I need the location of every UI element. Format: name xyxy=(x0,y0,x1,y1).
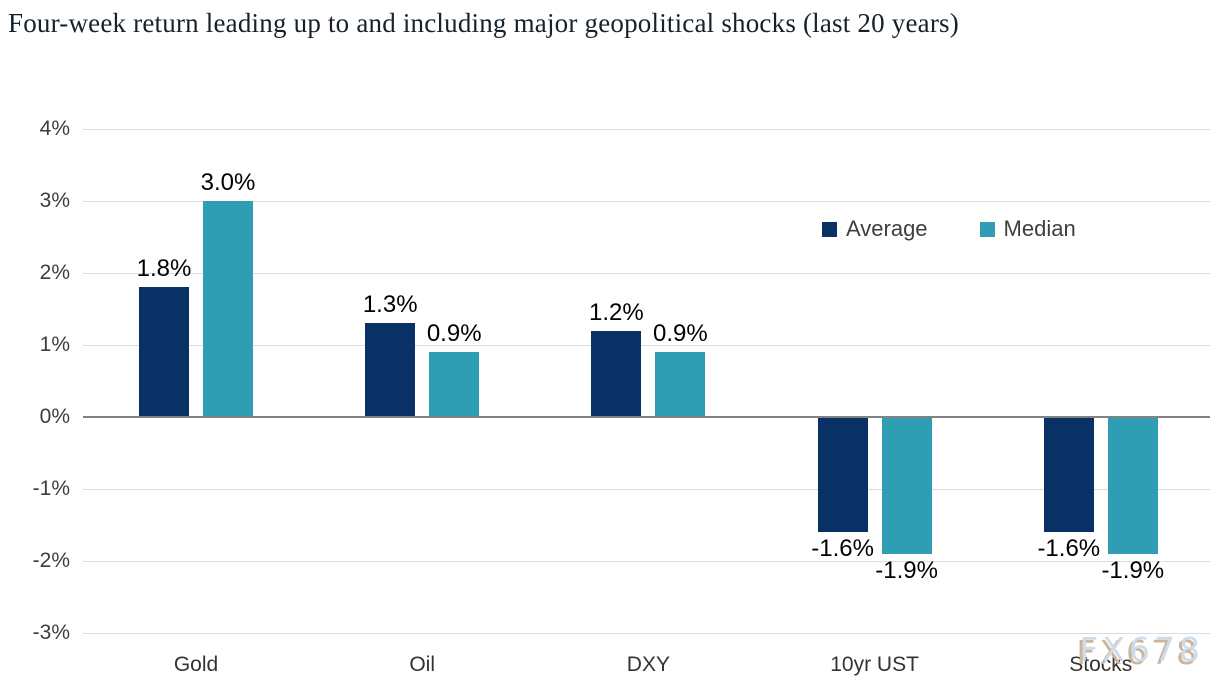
zero-axis-line xyxy=(83,416,1210,418)
legend-item-median: Median xyxy=(979,216,1076,242)
legend: Average Median xyxy=(822,216,1076,242)
chart-title: Four-week return leading up to and inclu… xyxy=(8,8,959,38)
data-label-median-oil: 0.9% xyxy=(426,320,482,348)
gridline xyxy=(83,200,1210,202)
data-label-average-dxy: 1.2% xyxy=(589,298,644,326)
y-axis-tick-label: 4% xyxy=(39,117,70,140)
bar-average-gold xyxy=(139,287,189,417)
gridline xyxy=(83,488,1210,490)
data-label-average-10yr-ust: -1.6% xyxy=(811,535,874,563)
gridline xyxy=(83,128,1210,130)
y-axis-tick-label: -1% xyxy=(32,477,70,500)
y-axis-tick-label: 1% xyxy=(39,333,70,356)
watermark: FX678 xyxy=(1079,630,1204,669)
bar-average-dxy xyxy=(591,330,642,417)
data-label-average-gold: 1.8% xyxy=(136,255,192,283)
bar-median-gold xyxy=(203,201,253,417)
legend-swatch-average-icon xyxy=(822,221,837,237)
x-axis-label-stocks: Stocks xyxy=(1069,653,1133,676)
gridline xyxy=(83,272,1210,274)
data-label-median-stocks: -1.9% xyxy=(1101,556,1165,584)
data-label-median-10yr-ust: -1.9% xyxy=(875,556,938,584)
x-axis-label-10yr-ust: 10yr UST xyxy=(830,653,919,676)
data-label-average-stocks: -1.6% xyxy=(1037,535,1101,563)
bar-median-oil xyxy=(429,352,480,417)
legend-label-average: Average xyxy=(846,216,928,241)
data-label-median-gold: 3.0% xyxy=(200,169,256,196)
bar-average-oil xyxy=(365,323,416,417)
legend-label-median: Median xyxy=(1003,216,1076,241)
bar-average-10yr-ust xyxy=(817,417,868,533)
gridline xyxy=(83,560,1210,562)
data-label-average-oil: 1.3% xyxy=(362,291,418,319)
x-axis-label-gold: Gold xyxy=(173,653,219,676)
x-axis-label-dxy: DXY xyxy=(626,653,670,676)
bar-average-stocks xyxy=(1043,417,1094,533)
gridline xyxy=(83,632,1210,634)
y-axis-tick-label: -2% xyxy=(32,549,70,572)
legend-swatch-median-icon xyxy=(979,221,995,237)
gridline xyxy=(83,344,1210,346)
x-axis-label-oil: Oil xyxy=(409,653,436,676)
data-label-median-dxy: 0.9% xyxy=(653,320,708,348)
y-axis-tick-label: 2% xyxy=(39,261,70,284)
y-axis-tick-label: 0% xyxy=(39,405,70,428)
bar-median-stocks xyxy=(1107,417,1158,554)
y-axis-tick-label: -3% xyxy=(32,621,70,644)
y-axis-tick-label: 3% xyxy=(39,189,70,212)
bar-median-dxy xyxy=(655,352,706,417)
legend-item-average: Average xyxy=(822,216,928,242)
bar-median-10yr-ust xyxy=(881,417,932,554)
